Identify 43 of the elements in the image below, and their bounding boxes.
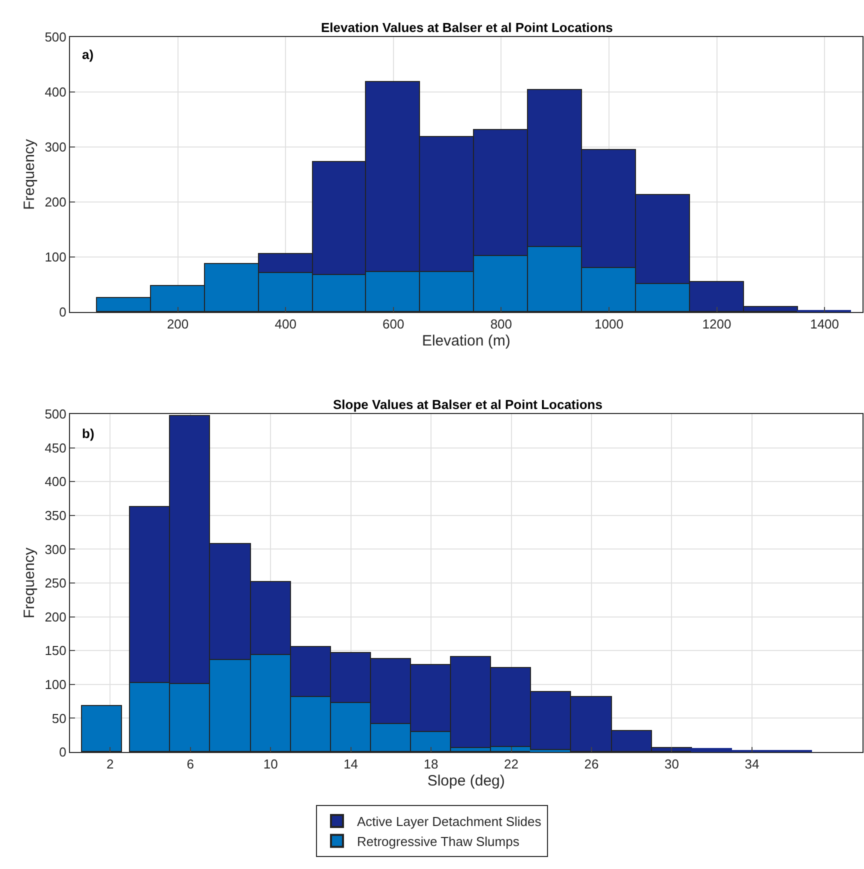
chart-title: Slope Values at Balser et al Point Locations [333, 397, 602, 412]
x-tick-label: 800 [490, 316, 512, 332]
y-tick-label: 50 [52, 710, 66, 726]
chart-title: Elevation Values at Balser et al Point Locations [321, 20, 613, 35]
x-tick-label: 6 [186, 756, 194, 772]
x-tick-label: 600 [382, 316, 404, 332]
y-tick-label: 300 [44, 542, 66, 557]
legend-label: Retrogressive Thaw Slumps [357, 834, 520, 849]
y-axis-title: Frequency [20, 138, 38, 210]
x-tick-label: 2 [106, 756, 114, 772]
x-tick-label: 18 [424, 756, 438, 772]
x-tick-label: 22 [504, 756, 519, 772]
annotation: b) [82, 426, 94, 441]
x-tick-label: 26 [584, 756, 599, 772]
y-tick-label: 250 [44, 576, 66, 591]
x-axis-title: Slope (deg) [427, 772, 505, 790]
y-tick-label: 0 [59, 744, 66, 760]
x-tick-label: 30 [664, 756, 679, 772]
y-tick-label: 100 [44, 250, 66, 265]
annotation: a) [82, 47, 94, 62]
y-tick-label: 400 [44, 474, 66, 490]
x-tick-label: 10 [263, 756, 278, 772]
y-tick-label: 450 [44, 440, 66, 456]
y-tick-label: 500 [44, 406, 66, 422]
y-tick-label: 400 [44, 84, 66, 100]
x-tick-label: 1200 [702, 316, 732, 332]
y-tick-label: 500 [44, 30, 66, 45]
y-tick-label: 300 [44, 140, 66, 155]
y-tick-label: 200 [44, 609, 66, 624]
y-tick-label: 150 [44, 643, 66, 658]
y-tick-label: 200 [44, 194, 66, 210]
x-tick-label: 1400 [810, 316, 839, 332]
x-tick-label: 400 [274, 316, 296, 332]
x-tick-label: 200 [166, 316, 189, 332]
legend-label: Active Layer Detachment Slides [357, 814, 542, 830]
x-tick-label: 1000 [594, 316, 624, 332]
y-tick-label: 0 [59, 304, 66, 320]
y-axis-title: Frequency [20, 547, 38, 618]
x-tick-label: 34 [744, 756, 760, 772]
y-tick-label: 100 [44, 676, 66, 692]
x-axis-title: Elevation (m) [422, 332, 510, 350]
x-tick-label: 14 [344, 756, 358, 772]
y-tick-label: 350 [44, 508, 66, 523]
